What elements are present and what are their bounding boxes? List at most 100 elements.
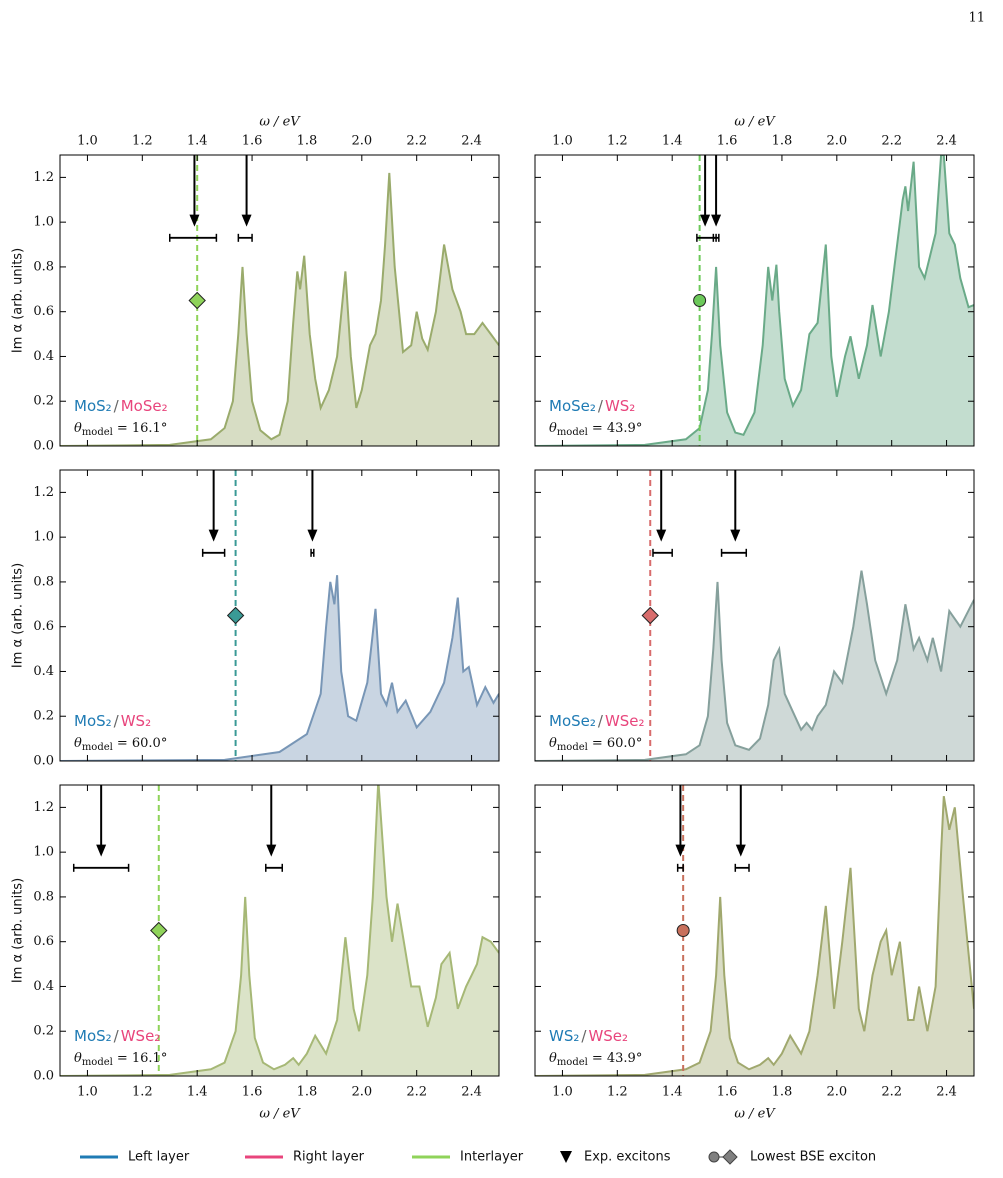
y-axis-label: Im α (arb. units) (11, 878, 26, 983)
angle-subscript: model (557, 742, 588, 753)
x-tick-label: 1.0 (552, 134, 573, 149)
axes-frame (59, 469, 500, 762)
angle-subscript: model (82, 1057, 113, 1068)
y-tick-label: 0.0 (33, 754, 54, 769)
area-fill (535, 155, 974, 446)
legend-diamond (722, 1149, 738, 1165)
y-tick-label: 0.6 (33, 934, 54, 949)
x-tick-label: 1.8 (772, 134, 793, 149)
spectrum-line (535, 796, 974, 1076)
x-tick-label: 2.2 (406, 134, 427, 149)
exp-arrow-head (208, 529, 219, 542)
exp-arrow-head (711, 214, 722, 227)
angle-symbol: θ (74, 1051, 82, 1066)
spectrum-line (535, 155, 974, 446)
x-axis-label: ω / eV (734, 1107, 776, 1122)
y-tick-label: 1.0 (33, 845, 54, 860)
x-tick-label: 2.0 (826, 134, 847, 149)
angle-symbol: θ (549, 421, 557, 436)
y-tick-label: 0.6 (33, 619, 54, 634)
legend-label: Left layer (128, 1150, 190, 1165)
left-layer: MoS₂ (74, 1027, 112, 1045)
layer-label: MoS₂ / WS₂ (74, 712, 151, 730)
plot-area (535, 785, 974, 1076)
plot-area (535, 155, 974, 446)
angle-label: θmodel = 60.0° (549, 736, 642, 753)
exp-arrow-head (675, 844, 686, 857)
legend-label: Exp. excitons (584, 1150, 671, 1165)
bse-marker (150, 921, 168, 940)
page-number: 11 (968, 11, 985, 26)
x-tick-label: 2.2 (881, 134, 902, 149)
y-tick-label: 0.0 (33, 1069, 54, 1084)
layer-label: MoSe₂ / WSe₂ (549, 712, 645, 730)
legend-label: Right layer (293, 1150, 365, 1165)
panel: 1.0 1.2 1.4 1.6 1.8 2.0 2.2 2.4 ω / eV WS₂ / WSe₂ θm… (534, 784, 975, 1122)
separator: / (598, 712, 604, 730)
x-tick-label: 2.2 (406, 1085, 427, 1100)
y-tick-label: 1.2 (33, 800, 54, 815)
x-tick-label: 2.4 (461, 1085, 482, 1100)
y-axis-label: Im α (arb. units) (11, 248, 26, 353)
right-layer: MoSe₂ (121, 397, 168, 415)
exp-arrow-head (189, 214, 200, 227)
layer-label: MoSe₂ / WS₂ (549, 397, 635, 415)
area-fill (60, 785, 499, 1076)
angle-symbol: θ (74, 421, 82, 436)
angle-value: = 16.1° (117, 1051, 167, 1066)
plot-area (60, 155, 499, 446)
x-tick-label: 1.6 (717, 134, 738, 149)
axes-frame (59, 154, 500, 447)
x-tick-label: 1.8 (297, 1085, 318, 1100)
x-tick-label: 1.2 (607, 134, 628, 149)
angle-value: = 43.9° (592, 1051, 642, 1066)
x-tick-label: 1.4 (662, 134, 683, 149)
x-tick-label: 1.4 (187, 1085, 208, 1100)
plot-area (535, 470, 974, 761)
exp-arrow-head (700, 214, 711, 227)
axes-frame (534, 154, 975, 447)
y-tick-label: 1.0 (33, 530, 54, 545)
spectrum-line (60, 172, 499, 446)
right-layer: WSe₂ (588, 1027, 628, 1045)
legend-triangle (560, 1151, 572, 1163)
panel: 1.0 1.2 1.4 1.6 1.8 2.0 2.2 2.4 ω / eV MoSe₂ / WS₂ θ… (534, 115, 975, 447)
separator: / (114, 712, 120, 730)
angle-value: = 43.9° (592, 421, 642, 436)
y-tick-label: 0.4 (33, 349, 54, 364)
right-layer: WS₂ (121, 712, 151, 730)
spectrum-line (60, 575, 499, 761)
x-tick-label: 1.0 (77, 134, 98, 149)
angle-value: = 60.0° (117, 736, 167, 751)
bse-marker (188, 291, 206, 310)
panel: 1.0 1.2 1.4 1.6 1.8 2.0 2.2 2.4 ω / eV 0.0 0.2 0.4 0… (11, 784, 500, 1122)
x-tick-label: 1.0 (77, 1085, 98, 1100)
right-layer: WSe₂ (121, 1027, 161, 1045)
legend-label: Interlayer (460, 1150, 524, 1165)
left-layer: MoS₂ (74, 397, 112, 415)
x-tick-label: 1.4 (662, 1085, 683, 1100)
angle-label: θmodel = 16.1° (74, 1051, 167, 1068)
x-tick-label: 1.6 (242, 1085, 263, 1100)
exp-arrow-head (735, 844, 746, 857)
exp-arrow-head (266, 844, 277, 857)
x-tick-label: 1.2 (132, 1085, 153, 1100)
x-axis-label: ω / eV (734, 115, 776, 130)
layer-label: WS₂ / WSe₂ (549, 1027, 628, 1045)
bse-marker (693, 294, 707, 307)
spectrum-line (535, 570, 974, 761)
y-tick-label: 0.4 (33, 664, 54, 679)
x-tick-label: 2.0 (826, 1085, 847, 1100)
separator: / (581, 1027, 587, 1045)
angle-value: = 60.0° (592, 736, 642, 751)
exp-arrow-head (730, 529, 741, 542)
x-axis-label: ω / eV (259, 115, 301, 130)
angle-symbol: θ (74, 736, 82, 751)
bse-marker (226, 606, 245, 625)
left-layer: MoSe₂ (549, 712, 596, 730)
left-layer: WS₂ (549, 1027, 579, 1045)
right-layer: WS₂ (605, 397, 635, 415)
y-axis-label: Im α (arb. units) (11, 563, 26, 668)
exp-arrow-head (656, 529, 667, 542)
